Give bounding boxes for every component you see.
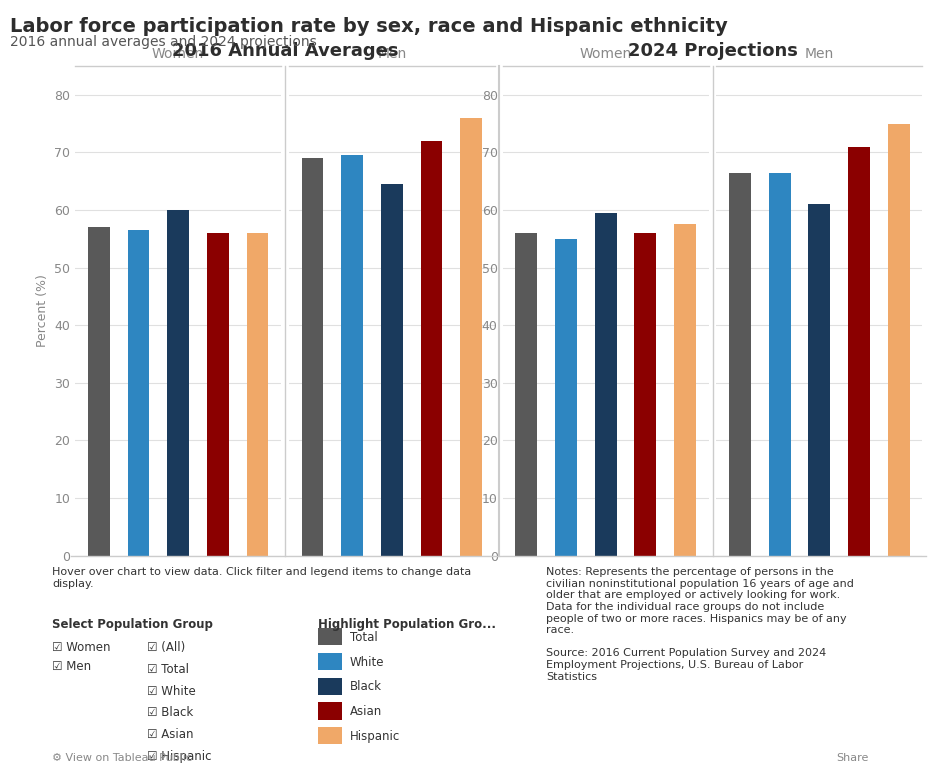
Bar (381, 184, 403, 556)
Bar (848, 147, 870, 556)
Text: ☑ Men: ☑ Men (52, 660, 91, 674)
Text: ☑ Women: ☑ Women (52, 641, 111, 654)
Text: Share: Share (836, 753, 868, 763)
Text: ☑ Total: ☑ Total (147, 663, 189, 676)
Text: Hover over chart to view data. Click filter and legend items to change data
disp: Hover over chart to view data. Click fil… (52, 567, 471, 589)
Bar (246, 233, 268, 556)
Bar (887, 124, 909, 556)
Title: Women: Women (580, 47, 632, 61)
Text: 2016 annual averages and 2024 projections: 2016 annual averages and 2024 projection… (10, 35, 316, 49)
Bar (674, 225, 695, 556)
Bar (88, 228, 110, 556)
Text: ☑ Black: ☑ Black (147, 706, 194, 720)
Text: ☑ White: ☑ White (147, 685, 196, 698)
Text: Asian: Asian (350, 706, 382, 718)
Text: ☑ Asian: ☑ Asian (147, 728, 194, 741)
Title: Women: Women (152, 47, 204, 61)
Text: Notes: Represents the percentage of persons in the
civilian noninstitutional pop: Notes: Represents the percentage of pers… (546, 567, 854, 681)
Text: ☑ Hispanic: ☑ Hispanic (147, 750, 212, 763)
Text: White: White (350, 656, 384, 668)
Bar (635, 233, 656, 556)
Bar (127, 230, 149, 556)
Bar (460, 118, 482, 556)
Text: Hispanic: Hispanic (350, 730, 400, 743)
Text: Select Population Group: Select Population Group (52, 618, 213, 631)
Bar (421, 141, 443, 556)
Text: ☑ (All): ☑ (All) (147, 641, 185, 654)
Title: Men: Men (805, 47, 834, 61)
Text: Labor force participation rate by sex, race and Hispanic ethnicity: Labor force participation rate by sex, r… (10, 17, 728, 36)
Bar (207, 233, 229, 556)
Y-axis label: Percent (%): Percent (%) (36, 274, 48, 347)
Text: 2016 Annual Averages: 2016 Annual Averages (172, 42, 398, 60)
Bar (302, 159, 324, 556)
Text: ⚙ View on Tableau Public: ⚙ View on Tableau Public (52, 753, 192, 763)
Text: Total: Total (350, 631, 377, 643)
Bar (555, 239, 577, 556)
Bar (769, 172, 790, 556)
Title: Men: Men (377, 47, 407, 61)
Bar (595, 213, 617, 556)
Bar (516, 233, 538, 556)
Text: Black: Black (350, 681, 382, 693)
Bar (730, 172, 751, 556)
Bar (167, 210, 189, 556)
Bar (341, 155, 363, 556)
Text: Highlight Population Gro...: Highlight Population Gro... (318, 618, 496, 631)
Bar (808, 204, 830, 556)
Text: 2024 Projections: 2024 Projections (628, 42, 797, 60)
